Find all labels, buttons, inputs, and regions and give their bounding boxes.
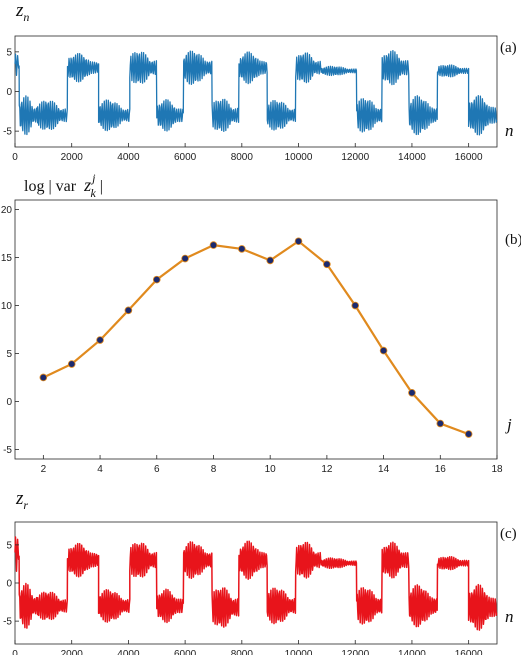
- panel-b-data-point: [39, 373, 48, 382]
- panel-b-xtick-label: 4: [97, 464, 103, 475]
- panel-b-yticks: -5 0 5 10 15 20: [1, 205, 19, 456]
- panel-b-data-point: [124, 306, 133, 315]
- panel-a-xtick-label: 0: [12, 152, 18, 163]
- panel-b-xtick-label: 2: [41, 464, 47, 475]
- panel-a-xlabel: n: [505, 121, 514, 140]
- panel-b-label: (b): [505, 232, 521, 248]
- panel-c-xtick-label: 16000: [455, 649, 483, 655]
- panel-b-ytick-label: 20: [1, 205, 13, 216]
- panel-b-data-point: [181, 254, 189, 263]
- panel-c: zr 0 2000 4000 6000 8000 10000 12000 14000 16000…: [3, 488, 517, 655]
- panel-b-xtick-label: 6: [154, 464, 160, 475]
- panel-a-xticks: 0 2000 4000 6000 8000 10000 12000 14000 16000: [12, 143, 483, 163]
- panel-b-xtick-label: 14: [378, 464, 390, 475]
- panel-c-xtick-label: 4000: [117, 649, 140, 655]
- panel-b-data-point: [266, 256, 274, 265]
- panel-b-data-point: [379, 346, 388, 355]
- panel-a-ylabel: zn: [15, 0, 29, 24]
- panel-c-ytick-label: 0: [6, 579, 12, 590]
- panel-a-xtick-label: 12000: [341, 152, 369, 163]
- panel-b-data-point: [408, 389, 416, 397]
- panel-a-xtick-label: 10000: [285, 152, 313, 163]
- panel-c-label: (c): [500, 526, 517, 542]
- panel-b-ytick-label: 15: [1, 253, 13, 264]
- panel-a-ytick-label: 0: [6, 87, 12, 98]
- panel-b-data-point: [152, 275, 161, 284]
- panel-b-xtick-label: 10: [265, 464, 277, 475]
- panel-b-xtick-label: 16: [435, 464, 447, 475]
- panel-b-data-point: [67, 360, 76, 368]
- panel-c-xtick-label: 12000: [341, 649, 369, 655]
- panel-c-xtick-label: 8000: [231, 649, 254, 655]
- panel-b-xtick-label: 8: [211, 464, 217, 475]
- panel-b-title: log | var zj k |: [24, 171, 103, 200]
- panel-b-xtick-label: 18: [491, 464, 503, 475]
- panel-a-xtick-label: 2000: [61, 152, 84, 163]
- panel-a-xtick-label: 6000: [174, 152, 197, 163]
- panel-b-ytick-label: 0: [6, 397, 12, 408]
- panel-a-ytick-label: 5: [6, 47, 12, 58]
- panel-a-xtick-label: 16000: [455, 152, 483, 163]
- panel-a-xtick-label: 8000: [231, 152, 254, 163]
- panel-b-data-point: [323, 260, 331, 269]
- panel-c-xticks: 0 2000 4000 6000 8000 10000 12000 14000 16000: [12, 640, 483, 655]
- panel-c-xtick-label: 6000: [174, 649, 197, 655]
- panel-c-ytick-label: -5: [3, 617, 12, 628]
- panel-b-axes: [14, 199, 498, 460]
- panel-b-data-point: [294, 237, 303, 246]
- panel-b-data-point: [209, 241, 218, 249]
- panel-b-series: [39, 237, 473, 438]
- panel-a-xtick-label: 14000: [398, 152, 426, 163]
- panel-b: log | var zj k | 2 4 6 8 10 12 14 16 18 -505101520 …: [1, 171, 521, 475]
- panel-b-data-point: [238, 245, 246, 253]
- panel-b-data-point: [96, 336, 104, 344]
- panel-c-ytick-label: 5: [6, 540, 12, 551]
- panel-c-yticks: -5 0 5: [3, 540, 19, 628]
- panel-c-ylabel: zr: [15, 488, 28, 512]
- panel-a-axes: [14, 35, 498, 148]
- panel-b-xlabel: j: [505, 415, 512, 434]
- panel-b-ytick-label: 10: [1, 301, 13, 312]
- panel-a: zn 0 2000 4000 6000 8000 10000 12000 14000 16000…: [3, 0, 517, 163]
- panel-b-ytick-label: -5: [3, 445, 12, 456]
- panel-c-xtick-label: 10000: [285, 649, 313, 655]
- panel-b-data-point: [351, 301, 360, 310]
- panel-c-series-line: [14, 536, 498, 631]
- panel-c-axes: [14, 521, 498, 645]
- panel-a-yticks: -5 0 5: [3, 47, 19, 138]
- panel-b-data-point: [464, 430, 473, 438]
- panel-a-label: (a): [500, 40, 517, 56]
- panel-b-data-point: [436, 419, 445, 428]
- panel-c-xtick-label: 2000: [61, 649, 84, 655]
- panel-a-ytick-label: -5: [3, 127, 12, 138]
- panel-b-xticks: 2 4 6 8 10 12 14 16 18: [41, 455, 503, 475]
- panel-c-xtick-label: 0: [12, 649, 18, 655]
- panel-c-xtick-label: 14000: [398, 649, 426, 655]
- panel-c-xlabel: n: [505, 607, 514, 626]
- panel-a-xtick-label: 4000: [117, 152, 140, 163]
- panel-b-xtick-label: 12: [321, 464, 333, 475]
- panel-b-series-line: [42, 239, 469, 436]
- panel-b-ytick-label: 5: [6, 349, 12, 360]
- panel-a-series-line: [14, 50, 498, 136]
